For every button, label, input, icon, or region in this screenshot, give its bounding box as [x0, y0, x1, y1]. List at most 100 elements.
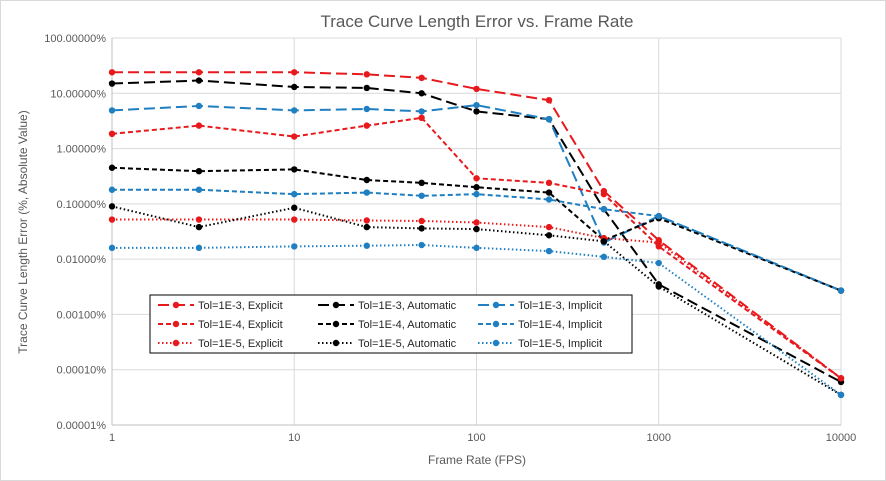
legend-item: Tol=1E-4, Automatic — [318, 319, 457, 331]
series-line — [112, 244, 842, 396]
series-line — [111, 166, 842, 292]
legend-swatch-marker — [332, 320, 340, 328]
data-point — [418, 114, 425, 122]
legend-swatch-marker — [332, 339, 340, 347]
data-point — [108, 203, 116, 210]
y-tick-label: 1.00000% — [56, 144, 106, 156]
data-point — [418, 74, 425, 82]
series-7 — [108, 216, 845, 382]
data-point — [655, 283, 662, 290]
data-point — [291, 190, 298, 198]
legend-item: Tol=1E-4, Implicit — [478, 319, 602, 331]
legend-label: Tol=1E-3, Automatic — [358, 300, 457, 312]
legend-box — [149, 294, 633, 354]
data-point — [418, 192, 425, 199]
data-point — [108, 80, 116, 87]
legend-swatch-marker — [492, 339, 500, 347]
legend-swatch-marker — [332, 301, 340, 309]
y-tick-label: 100.00000% — [44, 33, 106, 45]
data-point — [473, 101, 480, 109]
data-point — [837, 391, 845, 399]
series-line — [111, 116, 842, 380]
data-point — [291, 216, 298, 223]
series-line — [112, 71, 842, 380]
data-point — [545, 223, 553, 231]
data-point — [473, 225, 480, 233]
data-point — [195, 69, 203, 76]
data-point — [108, 107, 116, 114]
legend-swatch-marker — [492, 320, 500, 328]
data-point — [545, 189, 553, 196]
data-point — [363, 122, 370, 129]
y-tick-label: 0.01000% — [56, 254, 106, 266]
data-point — [108, 216, 116, 223]
data-point — [108, 130, 116, 138]
data-point — [195, 223, 203, 231]
legend-label: Tol=1E-4, Automatic — [358, 319, 457, 331]
data-point — [473, 175, 480, 182]
y-tick-label: 10.00000% — [50, 88, 106, 100]
legend-label: Tol=1E-4, Implicit — [518, 319, 602, 331]
series-line — [111, 104, 842, 292]
data-point — [418, 217, 425, 225]
data-point — [545, 115, 553, 123]
legend-item: Tol=1E-5, Explicit — [158, 338, 283, 350]
data-point — [655, 259, 662, 267]
data-point — [473, 108, 480, 115]
data-point — [363, 242, 370, 249]
data-point — [837, 375, 845, 382]
data-point — [418, 108, 425, 115]
data-point — [195, 216, 203, 223]
data-point — [418, 241, 425, 249]
legend-item: Tol=1E-5, Implicit — [478, 338, 602, 350]
legend-item: Tol=1E-5, Automatic — [318, 338, 457, 350]
legend-swatch-marker — [172, 320, 180, 328]
data-point — [473, 190, 480, 198]
x-tick-label: 100 — [467, 432, 485, 444]
legend-label: Tol=1E-4, Explicit — [198, 319, 283, 331]
series-9 — [108, 241, 845, 399]
series-line — [112, 188, 842, 292]
data-point — [195, 186, 203, 193]
chart-title: Trace Curve Length Error vs. Frame Rate — [320, 12, 633, 31]
data-point — [195, 122, 203, 129]
series-line — [111, 79, 842, 383]
data-point — [291, 133, 298, 140]
data-point — [108, 69, 116, 76]
x-tick-label: 1000 — [647, 432, 671, 444]
data-point — [837, 287, 845, 294]
legend-label: Tol=1E-5, Implicit — [518, 338, 602, 350]
data-point — [600, 253, 608, 261]
data-point — [473, 85, 480, 93]
data-point — [291, 83, 298, 91]
data-point — [363, 217, 370, 224]
legend-item: Tol=1E-3, Automatic — [318, 300, 457, 312]
data-point — [108, 186, 116, 193]
data-point — [363, 71, 370, 78]
tick-labels: 100.00000% 10.00000% 1.00000% 0.10000% 0.010… — [44, 33, 856, 444]
data-point — [291, 243, 298, 250]
series-line — [112, 218, 842, 380]
x-tick-label: 1 — [109, 432, 115, 444]
legend: Tol=1E-3, Explicit Tol=1E-3, Automatic Tol… — [149, 294, 633, 354]
data-point — [195, 102, 203, 110]
data-point — [291, 69, 298, 76]
legend-label: Tol=1E-5, Automatic — [358, 338, 457, 350]
x-tick-label: 10000 — [826, 432, 857, 444]
legend-item: Tol=1E-3, Implicit — [478, 300, 602, 312]
data-point — [600, 238, 608, 245]
y-tick-label: 0.00001% — [56, 420, 106, 432]
data-point — [363, 176, 370, 184]
legend-label: Tol=1E-3, Implicit — [518, 300, 602, 312]
legend-label: Tol=1E-5, Explicit — [198, 338, 283, 350]
y-tick-label: 0.00100% — [56, 309, 106, 321]
data-point — [418, 179, 425, 187]
data-point — [473, 219, 480, 226]
data-point — [545, 179, 553, 187]
data-point — [363, 84, 370, 92]
series-layer — [108, 69, 845, 399]
legend-swatch-marker — [492, 301, 500, 309]
data-point — [600, 206, 608, 213]
data-point — [655, 239, 662, 246]
